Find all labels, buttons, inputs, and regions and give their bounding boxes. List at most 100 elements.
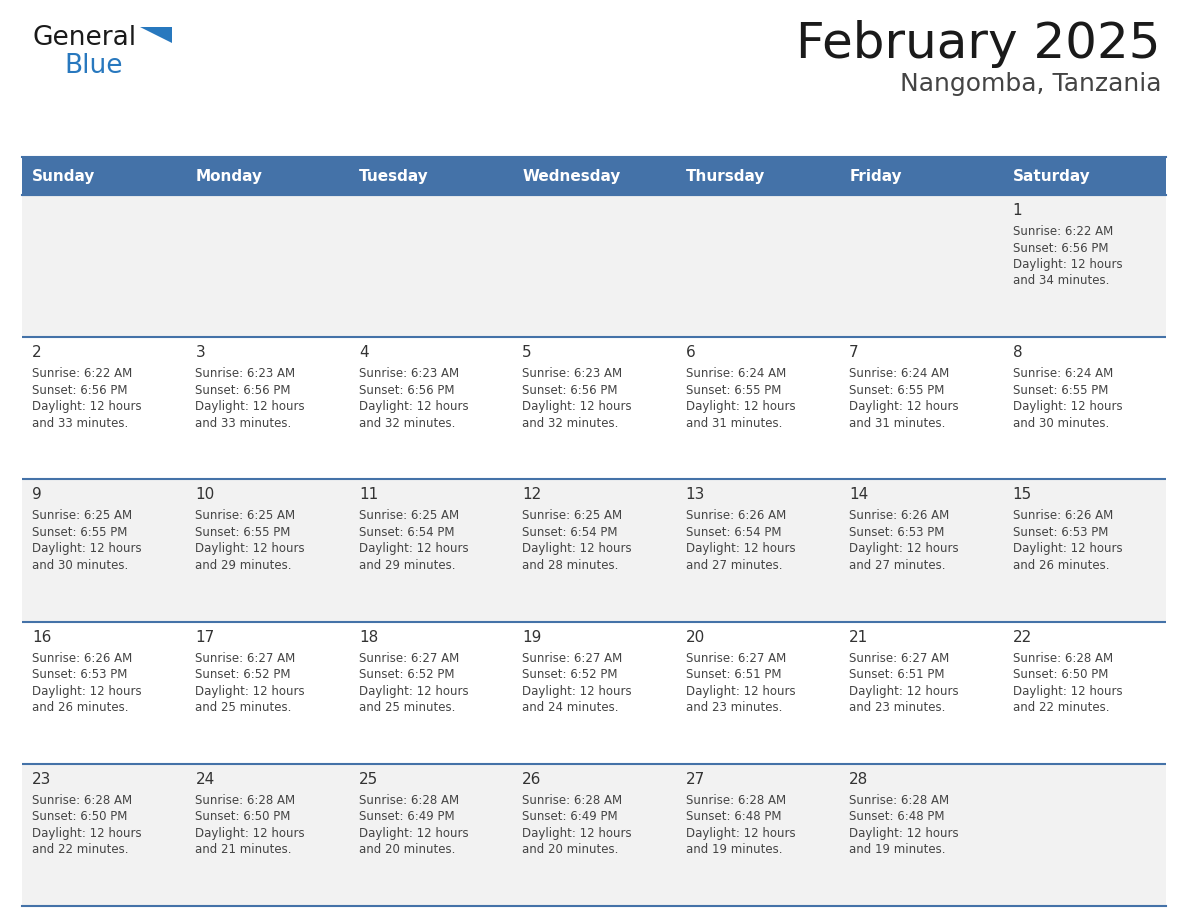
Text: Sunset: 6:50 PM: Sunset: 6:50 PM [1012,668,1108,681]
Text: Daylight: 12 hours: Daylight: 12 hours [196,685,305,698]
Text: Daylight: 12 hours: Daylight: 12 hours [359,827,468,840]
Text: Sunset: 6:49 PM: Sunset: 6:49 PM [359,811,455,823]
Text: 20: 20 [685,630,704,644]
Text: Sunrise: 6:23 AM: Sunrise: 6:23 AM [196,367,296,380]
Text: 11: 11 [359,487,378,502]
Text: Daylight: 12 hours: Daylight: 12 hours [523,400,632,413]
Text: Daylight: 12 hours: Daylight: 12 hours [359,685,468,698]
Text: Sunset: 6:48 PM: Sunset: 6:48 PM [849,811,944,823]
Text: Sunrise: 6:24 AM: Sunrise: 6:24 AM [685,367,786,380]
Text: and 19 minutes.: and 19 minutes. [849,844,946,856]
Text: and 33 minutes.: and 33 minutes. [196,417,292,430]
Text: Daylight: 12 hours: Daylight: 12 hours [1012,685,1123,698]
Text: Sunset: 6:55 PM: Sunset: 6:55 PM [849,384,944,397]
Text: Sunrise: 6:25 AM: Sunrise: 6:25 AM [359,509,459,522]
Text: Sunrise: 6:26 AM: Sunrise: 6:26 AM [849,509,949,522]
Text: 15: 15 [1012,487,1032,502]
Text: 22: 22 [1012,630,1032,644]
Text: Sunset: 6:52 PM: Sunset: 6:52 PM [523,668,618,681]
Text: 3: 3 [196,345,206,360]
Text: Sunrise: 6:28 AM: Sunrise: 6:28 AM [685,794,785,807]
Text: Sunset: 6:51 PM: Sunset: 6:51 PM [685,668,782,681]
Text: 10: 10 [196,487,215,502]
Text: Daylight: 12 hours: Daylight: 12 hours [849,543,959,555]
Text: Wednesday: Wednesday [523,169,620,184]
Text: and 29 minutes.: and 29 minutes. [359,559,455,572]
Text: Sunset: 6:55 PM: Sunset: 6:55 PM [32,526,127,539]
Text: 4: 4 [359,345,368,360]
Text: 25: 25 [359,772,378,787]
Text: Sunrise: 6:28 AM: Sunrise: 6:28 AM [359,794,459,807]
Text: 23: 23 [32,772,51,787]
Text: Sunrise: 6:26 AM: Sunrise: 6:26 AM [685,509,786,522]
Text: Sunset: 6:50 PM: Sunset: 6:50 PM [32,811,127,823]
Text: and 21 minutes.: and 21 minutes. [196,844,292,856]
Text: Daylight: 12 hours: Daylight: 12 hours [1012,400,1123,413]
Text: and 30 minutes.: and 30 minutes. [1012,417,1108,430]
Text: Daylight: 12 hours: Daylight: 12 hours [849,827,959,840]
Text: and 23 minutes.: and 23 minutes. [685,701,782,714]
Text: 21: 21 [849,630,868,644]
Text: February 2025: February 2025 [796,20,1161,68]
Text: and 25 minutes.: and 25 minutes. [196,701,292,714]
Text: Daylight: 12 hours: Daylight: 12 hours [685,685,795,698]
Bar [23,157,1165,195]
Text: Daylight: 12 hours: Daylight: 12 hours [1012,258,1123,271]
Text: Sunset: 6:54 PM: Sunset: 6:54 PM [359,526,454,539]
Text: Sunset: 6:56 PM: Sunset: 6:56 PM [32,384,127,397]
Text: Sunrise: 6:27 AM: Sunrise: 6:27 AM [196,652,296,665]
Text: Sunrise: 6:22 AM: Sunrise: 6:22 AM [32,367,132,380]
Text: Daylight: 12 hours: Daylight: 12 hours [685,827,795,840]
Text: and 27 minutes.: and 27 minutes. [849,559,946,572]
Text: and 20 minutes.: and 20 minutes. [523,844,619,856]
Text: Daylight: 12 hours: Daylight: 12 hours [32,685,141,698]
Text: Sunset: 6:55 PM: Sunset: 6:55 PM [1012,384,1108,397]
Text: and 22 minutes.: and 22 minutes. [1012,701,1110,714]
Text: Sunset: 6:52 PM: Sunset: 6:52 PM [359,668,454,681]
Text: Daylight: 12 hours: Daylight: 12 hours [32,827,141,840]
Text: Daylight: 12 hours: Daylight: 12 hours [32,400,141,413]
Text: and 33 minutes.: and 33 minutes. [32,417,128,430]
Text: 13: 13 [685,487,706,502]
Text: and 31 minutes.: and 31 minutes. [685,417,782,430]
Text: 5: 5 [523,345,532,360]
Bar [23,337,1165,479]
Text: 1: 1 [1012,203,1022,218]
Text: and 34 minutes.: and 34 minutes. [1012,274,1108,287]
Text: Sunrise: 6:24 AM: Sunrise: 6:24 AM [1012,367,1113,380]
Text: Monday: Monday [196,169,263,184]
Text: Sunset: 6:51 PM: Sunset: 6:51 PM [849,668,944,681]
Text: Daylight: 12 hours: Daylight: 12 hours [32,543,141,555]
Text: Daylight: 12 hours: Daylight: 12 hours [359,400,468,413]
Text: Sunset: 6:55 PM: Sunset: 6:55 PM [196,526,291,539]
Text: Blue: Blue [64,53,122,79]
Text: Sunset: 6:53 PM: Sunset: 6:53 PM [1012,526,1108,539]
Text: and 31 minutes.: and 31 minutes. [849,417,946,430]
Text: Sunset: 6:56 PM: Sunset: 6:56 PM [523,384,618,397]
Text: and 27 minutes.: and 27 minutes. [685,559,782,572]
Text: Sunset: 6:53 PM: Sunset: 6:53 PM [849,526,944,539]
Text: Daylight: 12 hours: Daylight: 12 hours [523,685,632,698]
Text: and 29 minutes.: and 29 minutes. [196,559,292,572]
Text: Daylight: 12 hours: Daylight: 12 hours [196,827,305,840]
Text: 24: 24 [196,772,215,787]
Bar [23,764,1165,906]
Text: Sunrise: 6:22 AM: Sunrise: 6:22 AM [1012,225,1113,238]
Text: Sunrise: 6:23 AM: Sunrise: 6:23 AM [523,367,623,380]
Text: Daylight: 12 hours: Daylight: 12 hours [685,543,795,555]
Text: Sunrise: 6:23 AM: Sunrise: 6:23 AM [359,367,459,380]
Text: Tuesday: Tuesday [359,169,429,184]
Text: Sunset: 6:50 PM: Sunset: 6:50 PM [196,811,291,823]
Text: 18: 18 [359,630,378,644]
Bar [23,621,1165,764]
Text: 9: 9 [32,487,42,502]
Text: Sunrise: 6:27 AM: Sunrise: 6:27 AM [685,652,786,665]
Text: Sunday: Sunday [32,169,95,184]
Text: 17: 17 [196,630,215,644]
Text: and 30 minutes.: and 30 minutes. [32,559,128,572]
Text: Daylight: 12 hours: Daylight: 12 hours [196,400,305,413]
Text: and 26 minutes.: and 26 minutes. [1012,559,1110,572]
Text: Sunset: 6:55 PM: Sunset: 6:55 PM [685,384,781,397]
Text: 2: 2 [32,345,42,360]
Text: and 32 minutes.: and 32 minutes. [523,417,619,430]
